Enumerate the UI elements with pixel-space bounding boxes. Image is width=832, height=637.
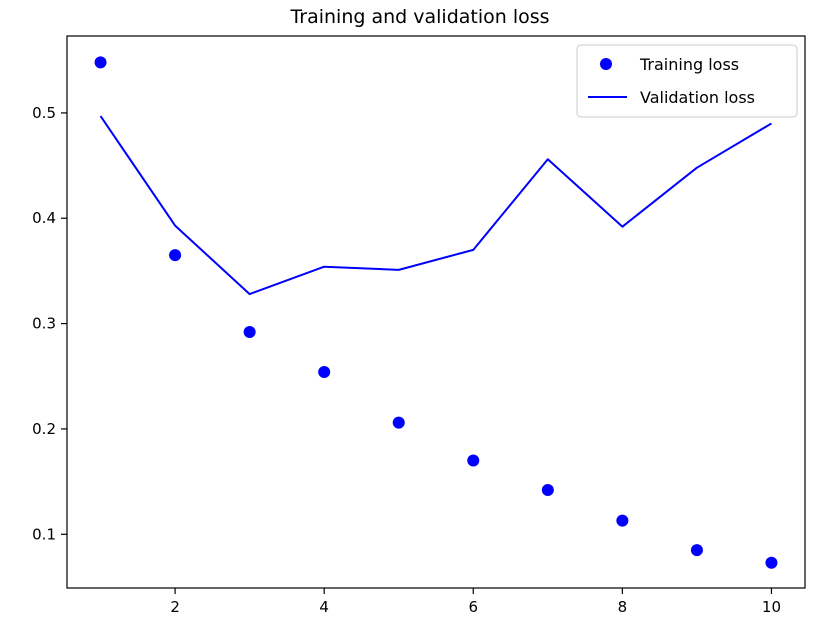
training-loss-point [541,484,554,497]
series-layer [94,56,778,569]
legend-box [576,44,798,118]
chart-title: Training and validation loss [289,6,549,28]
x-tick-label: 4 [319,598,329,616]
training-loss-point [94,56,107,69]
training-loss-point [467,454,480,467]
training-loss-point [392,416,405,429]
training-loss-point [765,556,778,569]
training-loss-point [318,366,331,379]
y-tick-label: 0.4 [32,209,56,227]
x-tick-label: 8 [618,598,628,616]
legend-marker-training [600,58,612,70]
plot-frame [66,35,806,589]
training-loss-point [243,326,256,339]
y-axis: 0.1 0.2 0.3 0.4 0.5 [32,104,67,543]
y-tick-label: 0.2 [32,420,56,438]
training-loss-point [169,249,182,262]
legend-label-validation: Validation loss [640,88,755,107]
training-loss-point [616,514,629,527]
x-tick-label: 6 [468,598,478,616]
x-tick-label: 10 [762,598,781,616]
training-loss-point [690,544,703,557]
y-tick-label: 0.3 [32,315,56,333]
validation-loss-line [99,115,772,296]
y-tick-label: 0.1 [32,525,56,543]
legend: Training loss Validation loss [576,44,798,118]
legend-label-training: Training loss [639,55,739,74]
x-axis: 2 4 6 8 10 [170,588,781,616]
y-tick-label: 0.5 [32,104,56,122]
x-tick-label: 2 [170,598,180,616]
